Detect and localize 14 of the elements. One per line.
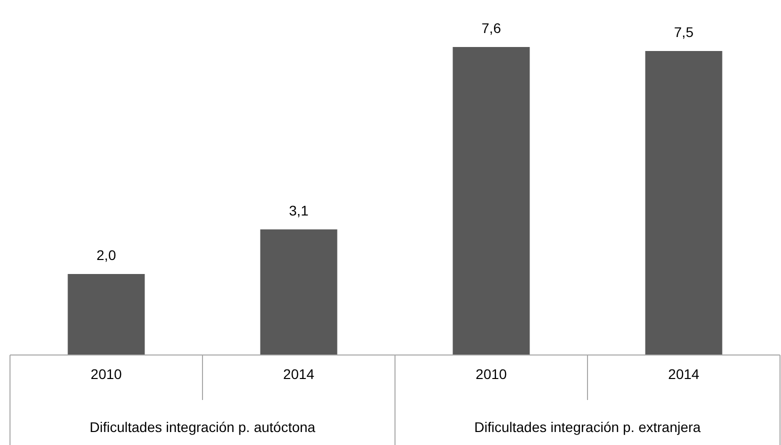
- data-label: 7,6: [482, 20, 502, 36]
- data-label: 3,1: [289, 202, 309, 218]
- bar: [452, 47, 530, 355]
- x-tick-label: 2010: [90, 366, 122, 382]
- bar: [645, 51, 722, 355]
- bar: [260, 229, 338, 355]
- x-tick-label: 2014: [668, 366, 700, 382]
- text: Dificultades integración p. autóctona: [90, 419, 316, 435]
- text: Dificultades integración p. extranjera: [474, 419, 701, 435]
- x-tick-label: 2014: [283, 366, 315, 382]
- bar: [68, 274, 145, 355]
- data-label: 2,0: [96, 246, 116, 263]
- x-tick-label: 2010: [476, 366, 508, 382]
- data-label: 7,5: [674, 24, 694, 40]
